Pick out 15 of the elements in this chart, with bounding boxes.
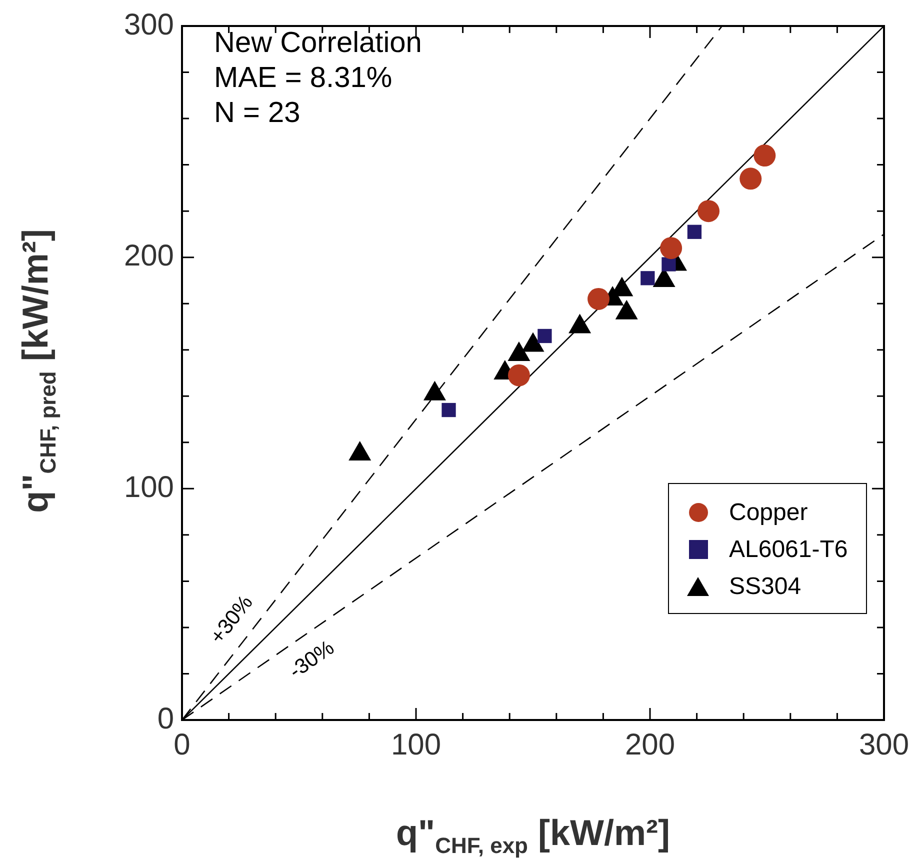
x-tick-label: 100: [390, 728, 442, 762]
y-tick-label: 200: [124, 240, 174, 273]
annotation: New Correlation: [214, 26, 422, 61]
y-tick-label: 100: [124, 470, 174, 504]
x-tick-label: 300: [858, 728, 910, 762]
x-axis-title: q"$_{CHF, exp}$ [kW/m²]: [396, 812, 670, 860]
y-tick-label: 300: [124, 8, 174, 42]
annotation: MAE = 8.31%: [214, 61, 394, 96]
annotation: -30%: [285, 636, 339, 684]
legend-label: SS304: [729, 572, 802, 600]
legend-label: AL6061-T6: [729, 536, 848, 564]
legend-label: Copper: [729, 498, 808, 526]
annotation: N = 23: [214, 96, 302, 131]
y-tick-label: 0: [157, 702, 174, 736]
x-tick-label: 200: [624, 728, 676, 762]
